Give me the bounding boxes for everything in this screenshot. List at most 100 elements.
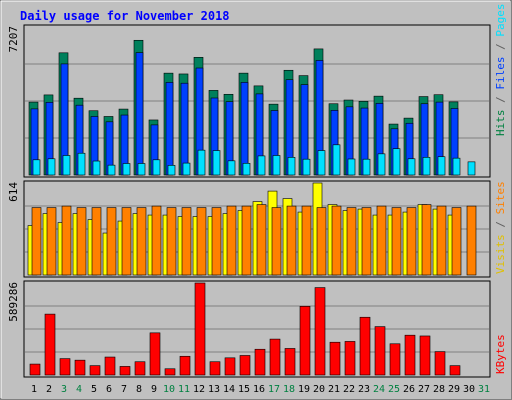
day-label: 6: [106, 384, 112, 395]
day-label: 3: [61, 384, 67, 395]
bar-sites: [361, 207, 372, 276]
day-label: 22: [343, 384, 355, 395]
bar-files: [240, 82, 249, 176]
day-label: 13: [208, 384, 220, 395]
bar-sites: [391, 207, 402, 276]
bar-sites: [346, 207, 357, 276]
bar-kbytes: [194, 282, 206, 376]
day-label: 5: [91, 384, 97, 395]
bar-pages: [317, 150, 326, 176]
panel-visits: 614 Visits / Sites: [7, 180, 507, 278]
series-sites: [31, 204, 477, 276]
day-label: 16: [253, 384, 265, 395]
bar-pages: [227, 160, 236, 176]
bar-pages: [152, 159, 161, 176]
bar-files: [165, 82, 174, 176]
panel-kbytes-side-label-part: KBytes: [494, 334, 507, 374]
bar-kbytes: [254, 348, 266, 376]
bar-kbytes: [59, 358, 71, 376]
bar-kbytes: [179, 355, 191, 376]
day-label: 7: [121, 384, 127, 395]
bar-pages: [392, 148, 401, 176]
bar-pages: [92, 160, 101, 176]
day-label: 20: [313, 384, 325, 395]
bar-kbytes: [89, 365, 101, 376]
bar-kbytes: [119, 366, 131, 376]
panel-hits-side-label-part: /: [494, 90, 507, 110]
series-pages: [32, 144, 476, 176]
bar-kbytes: [149, 332, 161, 376]
day-label: 23: [358, 384, 370, 395]
bar-sites: [406, 207, 417, 276]
day-label: 30: [463, 384, 475, 395]
day-label: 29: [448, 384, 460, 395]
day-label: 12: [193, 384, 205, 395]
day-label: 26: [403, 384, 415, 395]
bar-pages: [122, 163, 131, 176]
panel-visits-max-label: 614: [7, 182, 20, 202]
bar-sites: [121, 207, 132, 276]
bar-sites: [76, 207, 87, 276]
bar-files: [135, 52, 144, 176]
panel-hits-side-label: Hits / Files / Pages: [494, 4, 507, 137]
bar-pages: [212, 150, 221, 176]
bar-sites: [211, 207, 222, 276]
bar-pages: [242, 162, 251, 176]
bar-kbytes: [419, 335, 431, 376]
bar-kbytes: [329, 341, 341, 376]
bar-sites: [181, 207, 192, 276]
bar-kbytes: [239, 355, 251, 376]
bar-pages: [32, 159, 41, 176]
bar-kbytes: [374, 326, 386, 376]
bar-pages: [407, 158, 416, 176]
day-label: 9: [151, 384, 157, 395]
bar-sites: [466, 205, 477, 276]
day-label: 19: [298, 384, 310, 395]
bar-sites: [151, 205, 162, 276]
day-label: 18: [283, 384, 295, 395]
day-label: 27: [418, 384, 430, 395]
bar-kbytes: [29, 363, 41, 376]
bar-pages: [107, 164, 116, 176]
bar-pages: [302, 158, 311, 176]
bar-pages: [272, 155, 281, 176]
bar-pages: [347, 158, 356, 176]
panel-hits: 7207 Hits / Files / Pages: [7, 4, 507, 178]
bar-kbytes: [74, 359, 86, 376]
panel-hits-side-label-part: Pages: [494, 4, 507, 37]
bar-sites: [421, 204, 432, 276]
bar-pages: [137, 163, 146, 176]
bar-kbytes: [134, 361, 146, 376]
bar-kbytes: [299, 306, 311, 376]
bar-sites: [136, 207, 147, 276]
day-label: 31: [478, 384, 490, 395]
panel-hits-side-label-part: Hits: [494, 110, 507, 137]
panel-kbytes-max-label: 589286: [7, 282, 20, 322]
bar-sites: [241, 205, 252, 276]
bar-pages: [287, 157, 296, 176]
day-label: 25: [388, 384, 400, 395]
bar-files: [180, 82, 189, 176]
bar-kbytes: [104, 356, 116, 376]
bar-pages: [422, 157, 431, 176]
panel-kbytes: 589286 KBytes: [7, 280, 507, 378]
bar-sites: [301, 205, 312, 276]
bar-kbytes: [44, 313, 56, 376]
bar-kbytes: [269, 338, 281, 376]
panel-hits-side-label-part: Files: [494, 57, 507, 90]
day-label: 17: [268, 384, 280, 395]
bar-sites: [46, 207, 57, 276]
bar-sites: [106, 207, 117, 276]
series-files: [30, 52, 459, 176]
day-label: 2: [46, 384, 52, 395]
day-label: 8: [136, 384, 142, 395]
bar-sites: [436, 205, 447, 276]
bar-kbytes: [434, 351, 446, 376]
panel-visits-side-label-part: Visits: [494, 234, 507, 274]
day-label: 4: [76, 384, 82, 395]
bar-kbytes: [314, 287, 326, 376]
bar-pages: [182, 162, 191, 176]
bar-sites: [31, 207, 42, 276]
bar-pages: [377, 153, 386, 176]
